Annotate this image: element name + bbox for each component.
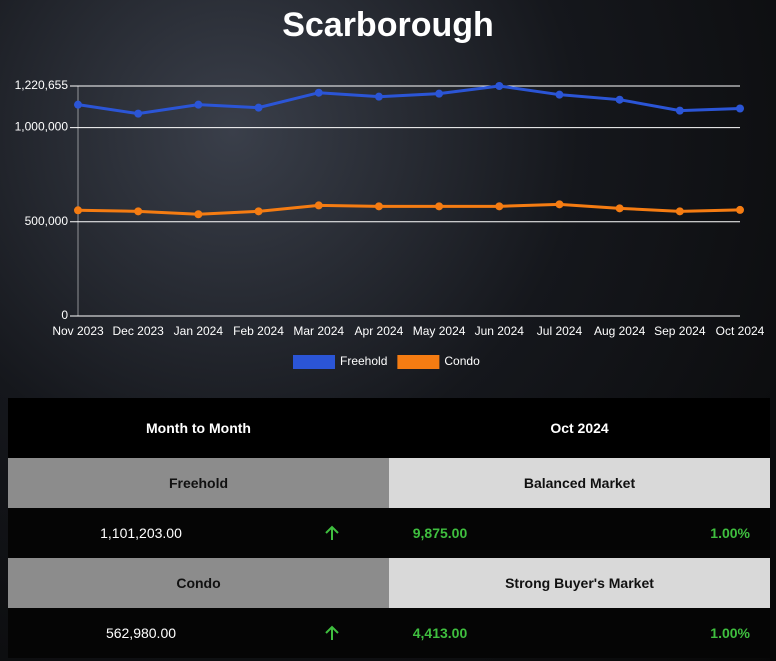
- x-tick-label: May 2024: [413, 324, 466, 338]
- point: [314, 201, 323, 210]
- series-line: [77, 202, 741, 216]
- x-tick-label: Mar 2024: [293, 324, 344, 338]
- row-bg: [8, 608, 770, 658]
- x-tick-label: Jun 2024: [475, 324, 525, 338]
- type-cell: Freehold: [8, 458, 389, 508]
- point: [194, 210, 203, 219]
- legend-label: Freehold: [340, 354, 387, 368]
- point: [495, 202, 504, 211]
- point: [374, 202, 383, 211]
- market-cell: Strong Buyer's Market: [389, 558, 770, 608]
- x-tick-label: Jan 2024: [174, 324, 224, 338]
- point: [254, 207, 263, 216]
- price-cell: 562,980.00: [105, 625, 177, 641]
- chart-title: Scarborough: [282, 6, 494, 44]
- point: [555, 200, 564, 209]
- y-tick-label: 1,220,655: [15, 78, 69, 92]
- point: [675, 106, 684, 115]
- point: [435, 89, 444, 98]
- point: [615, 204, 624, 213]
- point: [74, 100, 82, 109]
- point: [615, 95, 624, 104]
- point: [74, 206, 82, 215]
- y-tick-label: 500,000: [25, 214, 69, 228]
- percent-cell: 1.00%: [710, 525, 750, 541]
- x-tick-label: Feb 2024: [233, 324, 284, 338]
- x-tick-label: Apr 2024: [355, 324, 404, 338]
- chart: Scarborough 0 500,000 1,000,000 1,220,655 No…: [15, 6, 765, 369]
- legend-swatch: [293, 355, 335, 369]
- point: [314, 88, 323, 97]
- point: [134, 109, 143, 118]
- point: [555, 90, 564, 99]
- point: [736, 104, 744, 113]
- price-cell: 1,101,203.00: [100, 525, 182, 541]
- type-cell: Condo: [8, 558, 389, 608]
- point: [374, 92, 383, 101]
- y-tick-label: 1,000,000: [15, 120, 69, 134]
- y-tick-label: 0: [61, 308, 68, 322]
- up-arrow: [325, 525, 339, 540]
- legend-label: Condo: [444, 354, 480, 368]
- legend-swatch: [397, 355, 440, 369]
- point: [194, 100, 203, 109]
- header-cell: Month to Month: [8, 398, 389, 458]
- market-cell: Balanced Market: [389, 458, 770, 508]
- point: [675, 207, 684, 216]
- point: [134, 207, 143, 216]
- x-tick-label: Sep 2024: [654, 324, 706, 338]
- x-tick-label: Jul 2024: [537, 324, 583, 338]
- change-cell: 4,413.00: [412, 625, 468, 641]
- row-bg: [8, 508, 770, 558]
- change-cell: 9,875.00: [412, 525, 468, 541]
- up-arrow: [325, 625, 339, 640]
- point: [495, 82, 504, 90]
- point: [435, 202, 444, 211]
- x-tick-label: Dec 2023: [112, 324, 164, 338]
- series-line: [77, 84, 741, 116]
- point: [736, 205, 744, 214]
- x-tick-label: Nov 2023: [52, 324, 104, 338]
- x-tick-label: Aug 2024: [594, 324, 646, 338]
- header-cell: Oct 2024: [389, 398, 770, 458]
- point: [254, 103, 263, 112]
- percent-cell: 1.00%: [710, 625, 750, 641]
- x-tick-label: Oct 2024: [716, 324, 765, 338]
